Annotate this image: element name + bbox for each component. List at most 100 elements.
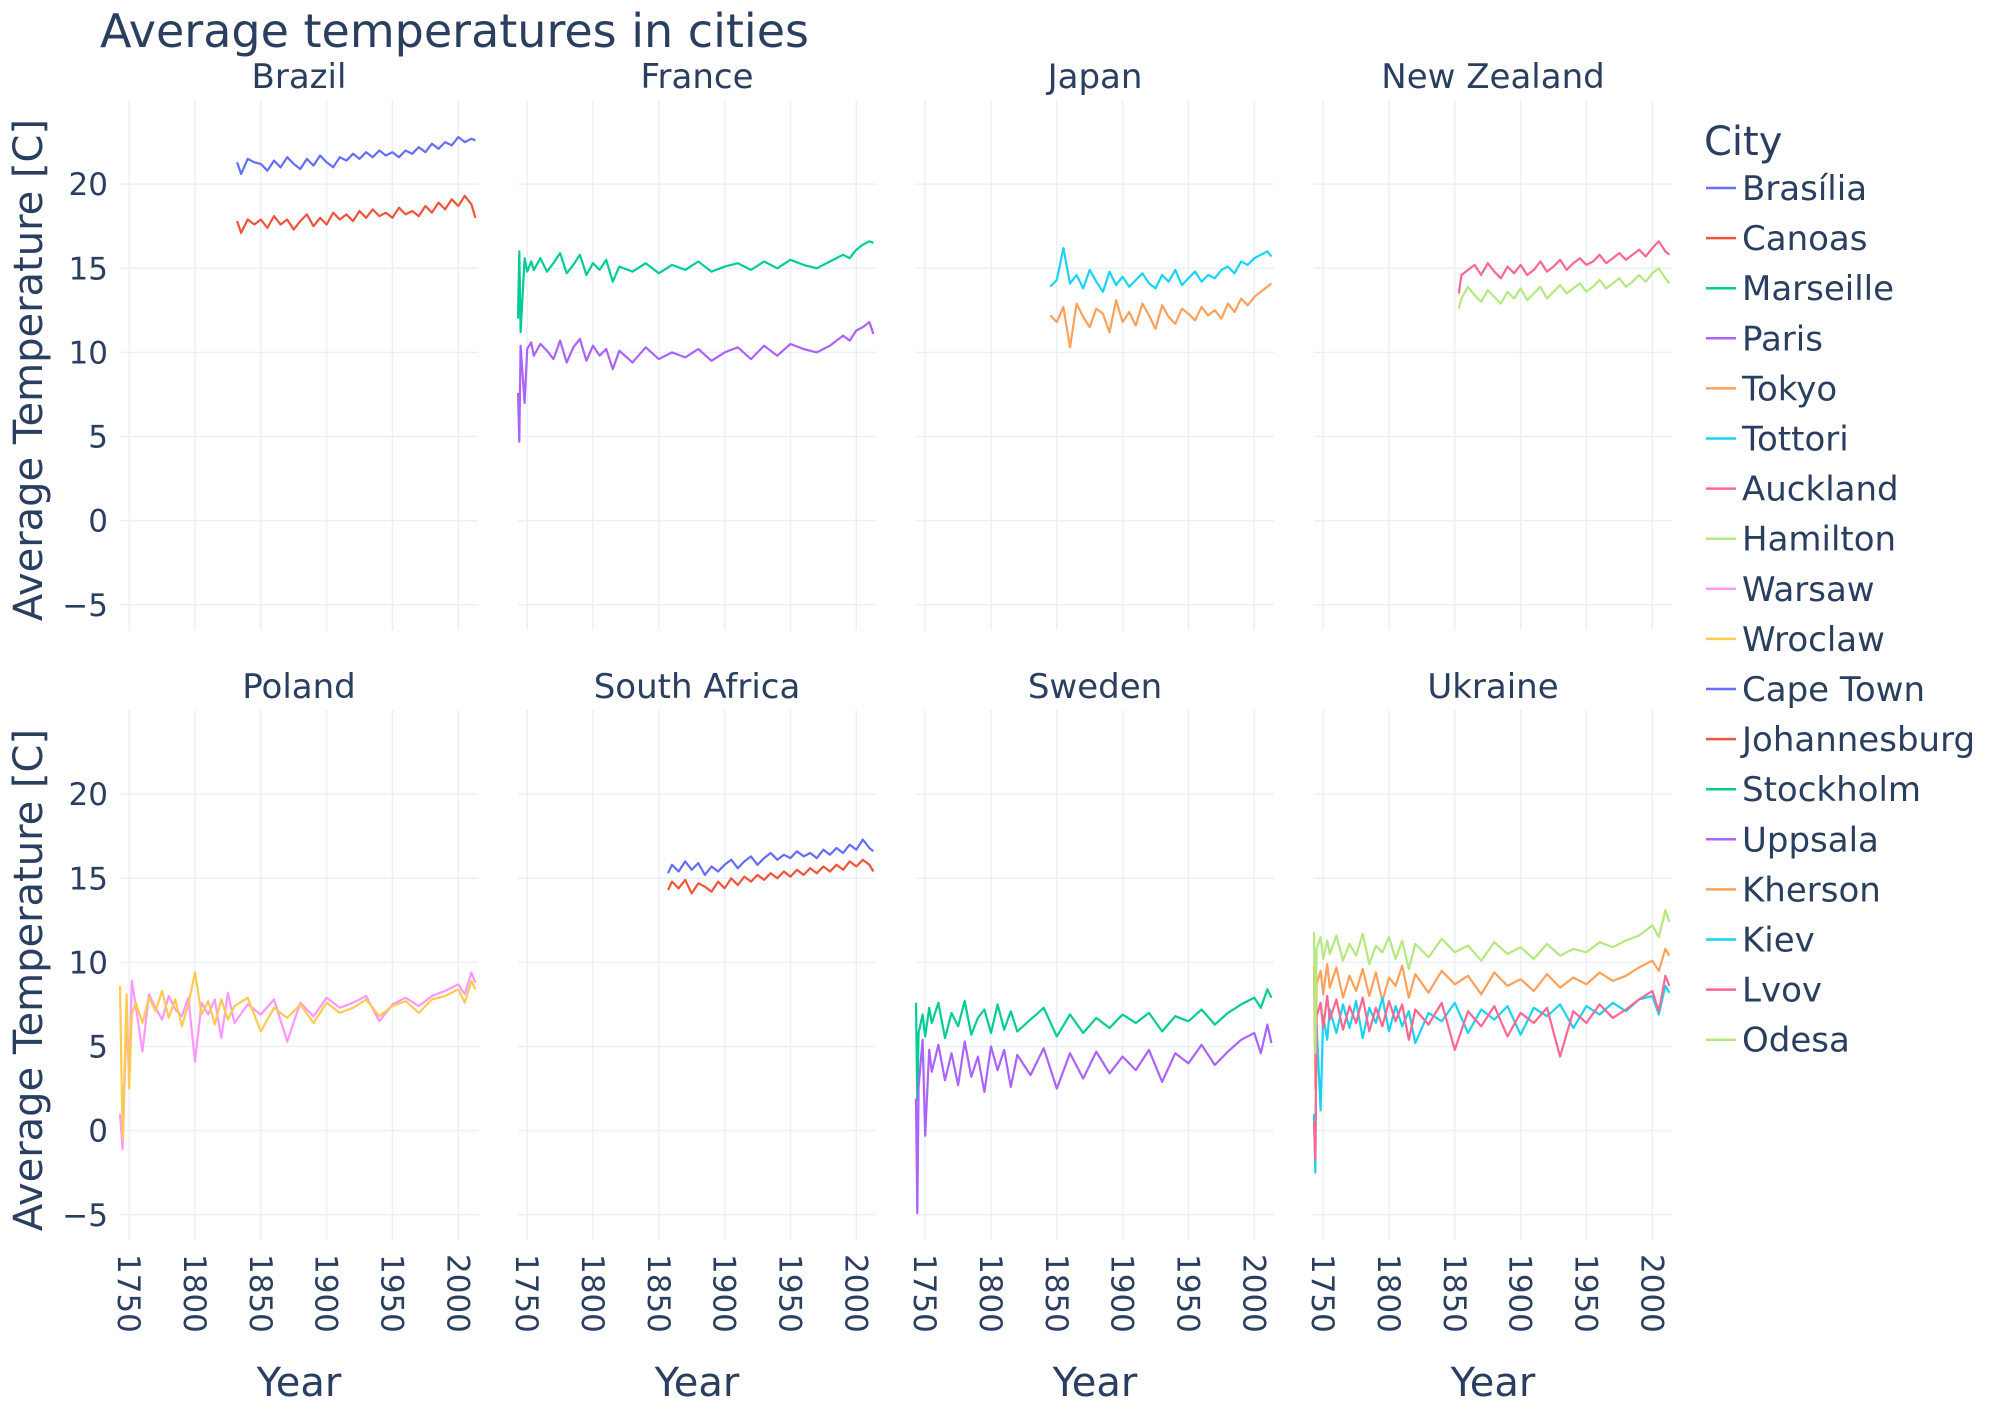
series-line-warsaw — [118, 971, 477, 1151]
y-tick-label: 20 — [69, 777, 108, 813]
series-line-brasilia — [236, 135, 476, 176]
y-axis-title-bottom: Average Temperature [C] — [6, 729, 52, 1231]
panel-title: Brazil — [252, 57, 347, 97]
series-line-tokyo — [1049, 282, 1273, 349]
x-axis-title: Year — [256, 1360, 342, 1400]
legend-items: Brasília Canoas Marseille Paris Tokyo Tottori… — [1706, 169, 1975, 1061]
legend-item-tokyo[interactable]: Tokyo — [1706, 369, 1837, 409]
legend-label: Odesa — [1742, 1021, 1850, 1061]
legend-label: Brasília — [1742, 169, 1867, 209]
panel-title: Sweden — [1028, 667, 1162, 707]
x-axis-title: Year — [1450, 1360, 1536, 1400]
facet-panels: Brazil −5 0 5 10 15 20 France Japan New Zealand Po… — [62, 57, 1672, 1405]
panel-title: New Zealand — [1381, 57, 1604, 97]
panel-title: Ukraine — [1427, 667, 1558, 707]
legend-label: Stockholm — [1742, 770, 1921, 810]
y-tick-label: −5 — [62, 1198, 108, 1234]
y-tick-label: 15 — [69, 861, 108, 897]
x-tick-label: 1850 — [242, 1254, 278, 1333]
x-tick-label: 1900 — [308, 1254, 344, 1333]
legend-item-kherson[interactable]: Kherson — [1706, 870, 1881, 910]
legend-label: Tokyo — [1741, 369, 1837, 409]
x-tick-label: 1750 — [508, 1254, 544, 1333]
legend-item-wroclaw[interactable]: Wroclaw — [1706, 620, 1885, 660]
series-line-auckland — [1457, 240, 1671, 294]
x-axis-title: Year — [654, 1360, 740, 1400]
legend-item-cape-town[interactable]: Cape Town — [1706, 670, 1925, 710]
series-line-johannesburg — [667, 858, 875, 895]
y-tick-label: 0 — [88, 1114, 108, 1150]
series-line-uppsala — [914, 1023, 1273, 1215]
x-tick-label: 2000 — [439, 1254, 475, 1333]
panel-ukraine: Ukraine 1750 1800 1850 1900 1950 2000 Year — [1304, 667, 1672, 1405]
panel-brazil: Brazil −5 0 5 10 15 20 — [62, 57, 478, 630]
panel-title: Japan — [1046, 57, 1143, 97]
legend-item-marseille[interactable]: Marseille — [1706, 269, 1894, 309]
legend-label: Auckland — [1742, 470, 1899, 510]
panel-france: France — [516, 57, 876, 630]
series-line-canoas — [236, 194, 477, 234]
y-axis-title-top: Average Temperature [C] — [6, 119, 52, 621]
x-tick-label: 1950 — [1169, 1254, 1205, 1333]
series-line-cape-town — [667, 838, 875, 877]
legend-item-tottori[interactable]: Tottori — [1706, 420, 1849, 460]
legend-label: Kiev — [1742, 921, 1815, 961]
legend-item-hamilton[interactable]: Hamilton — [1706, 520, 1896, 560]
legend-label: Warsaw — [1742, 570, 1875, 610]
x-tick-label: 1800 — [574, 1254, 610, 1333]
legend-label: Lvov — [1742, 971, 1822, 1011]
x-axis-title: Year — [1052, 1360, 1138, 1400]
panel-sweden: Sweden 1750 1800 1850 1900 1950 2000 Year — [906, 667, 1274, 1405]
x-tick-label: 1850 — [640, 1254, 676, 1333]
legend-item-uppsala[interactable]: Uppsala — [1706, 820, 1879, 860]
x-tick-label: 1950 — [373, 1254, 409, 1333]
x-tick-label: 1900 — [1104, 1254, 1140, 1333]
series-line-kherson — [1312, 947, 1671, 1090]
legend-item-auckland[interactable]: Auckland — [1706, 470, 1899, 510]
series-line-odesa — [1312, 909, 1671, 1055]
panel-title: Poland — [242, 667, 356, 707]
legend-label: Hamilton — [1742, 520, 1896, 560]
legend-label: Kherson — [1742, 870, 1881, 910]
legend-item-brasilia[interactable]: Brasília — [1706, 169, 1867, 209]
y-tick-label: 10 — [69, 945, 108, 981]
series-line-paris — [516, 321, 875, 443]
y-tick-label: 10 — [69, 335, 108, 371]
x-tick-label: 1800 — [1370, 1254, 1406, 1333]
x-tick-label: 1900 — [706, 1254, 742, 1333]
legend-item-johannesburg[interactable]: Johannesburg — [1706, 720, 1975, 760]
x-tick-label: 2000 — [837, 1254, 873, 1333]
series-line-kiev — [1312, 984, 1671, 1174]
y-tick-label: 15 — [69, 251, 108, 287]
legend-item-canoas[interactable]: Canoas — [1706, 219, 1867, 259]
y-tick-label: 20 — [69, 167, 108, 203]
x-tick-label: 1950 — [1567, 1254, 1603, 1333]
x-tick-label: 1800 — [176, 1254, 212, 1333]
legend-item-odesa[interactable]: Odesa — [1706, 1021, 1850, 1061]
legend-label: Paris — [1742, 319, 1823, 359]
series-line-lvov — [1312, 974, 1671, 1161]
legend-label: Uppsala — [1742, 820, 1879, 860]
legend-item-stockholm[interactable]: Stockholm — [1706, 770, 1921, 810]
panel-title: South Africa — [594, 667, 801, 707]
y-tick-label: 0 — [88, 504, 108, 540]
legend-label: Johannesburg — [1740, 720, 1975, 760]
x-tick-label: 1750 — [110, 1254, 146, 1333]
legend-item-kiev[interactable]: Kiev — [1706, 921, 1815, 961]
legend-label: Marseille — [1742, 269, 1894, 309]
x-tick-label: 2000 — [1235, 1254, 1271, 1333]
legend-item-warsaw[interactable]: Warsaw — [1706, 570, 1875, 610]
y-tick-label: −5 — [62, 588, 108, 624]
legend-item-lvov[interactable]: Lvov — [1706, 971, 1822, 1011]
panel-title: France — [640, 57, 753, 97]
legend-label: Canoas — [1742, 219, 1867, 259]
series-line-wroclaw — [118, 971, 477, 1141]
legend: City Brasília Canoas Marseille Paris Tokyo To… — [1704, 119, 1975, 1061]
x-tick-label: 2000 — [1633, 1254, 1669, 1333]
x-tick-label: 1850 — [1038, 1254, 1074, 1333]
legend-item-paris[interactable]: Paris — [1706, 319, 1823, 359]
panel-japan: Japan — [916, 57, 1274, 630]
series-line-stockholm — [914, 988, 1273, 1102]
series-line-hamilton — [1457, 267, 1671, 309]
